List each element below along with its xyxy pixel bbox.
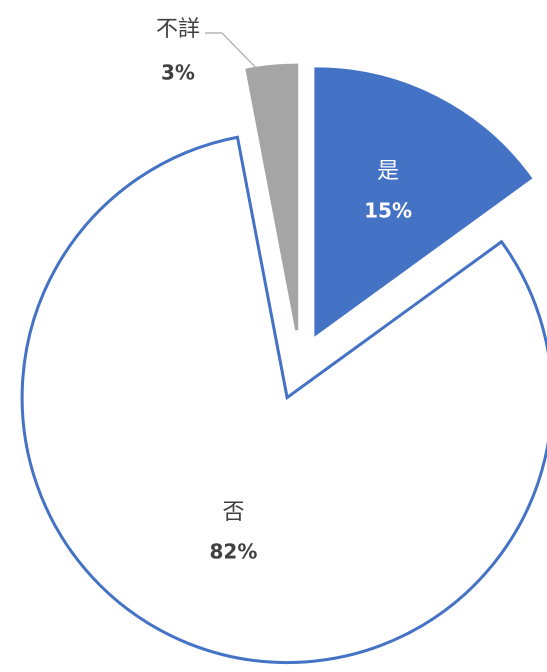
- slice-label: 否: [222, 500, 244, 525]
- slice-value-label: 82%: [210, 540, 258, 564]
- slice-value-label: 3%: [161, 61, 195, 85]
- slice-value-label: 15%: [364, 199, 412, 223]
- page: 是15%否82%不詳3% (() => { const data = JSON.…: [0, 0, 547, 672]
- slice-label: 是: [377, 159, 399, 184]
- slice-label: 不詳: [156, 17, 200, 42]
- chart: 是 15% 否 82% 不詳 3%: [0, 0, 547, 672]
